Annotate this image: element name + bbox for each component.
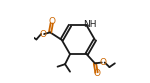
Text: O: O [39, 30, 46, 39]
Text: NH: NH [84, 20, 97, 29]
Text: O: O [49, 17, 56, 26]
Text: O: O [100, 58, 107, 67]
Text: O: O [93, 69, 100, 78]
